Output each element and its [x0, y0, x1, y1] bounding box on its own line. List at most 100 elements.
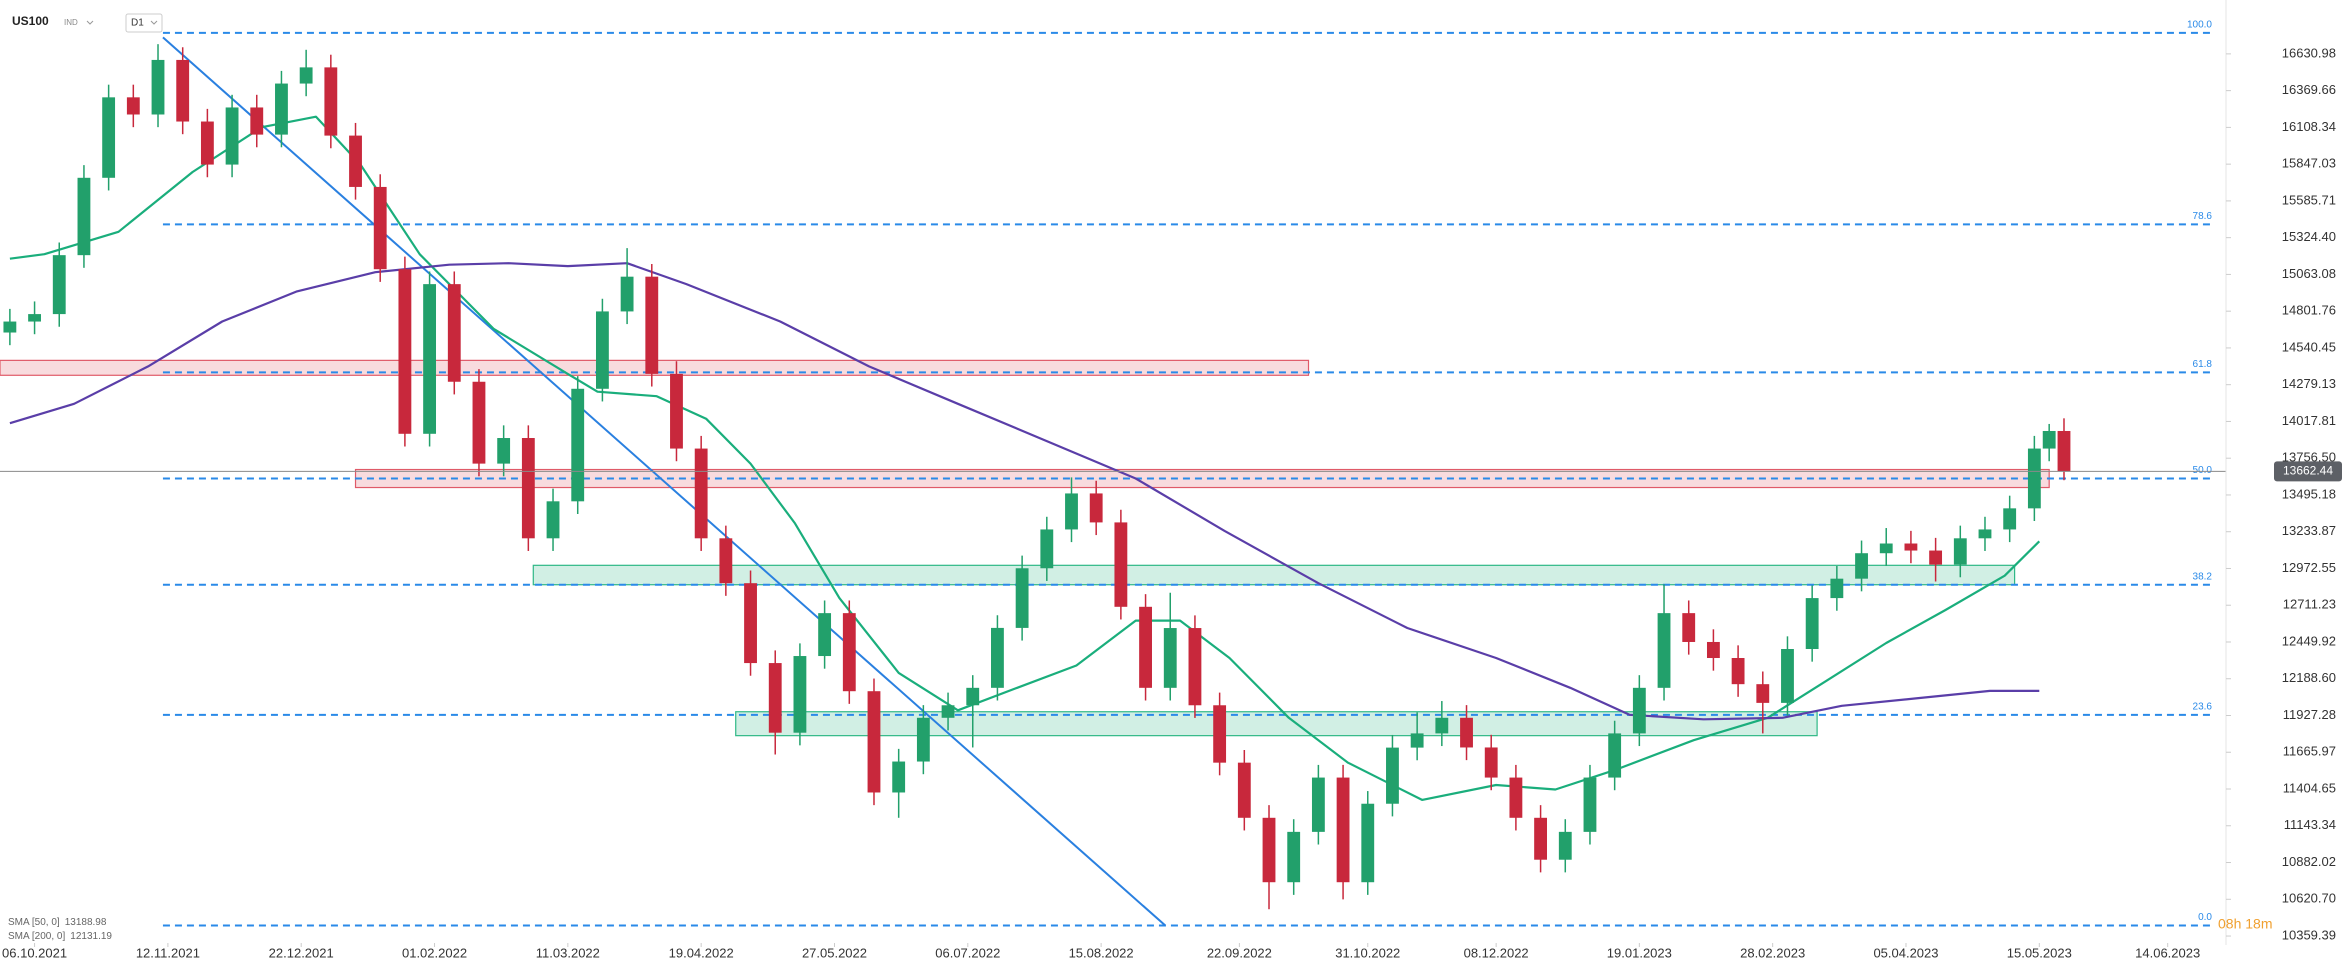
candle-body: [1558, 831, 1572, 860]
x-tick-label: 05.04.2023: [1873, 945, 1938, 960]
indicator-name: SMA [200, 0]: [8, 931, 65, 942]
timeframe-box[interactable]: [125, 13, 163, 33]
candle-body: [1756, 684, 1770, 703]
y-tick-label: 10620.70: [2282, 891, 2336, 906]
candle-body: [52, 255, 66, 315]
y-tick-label: 13233.87: [2282, 523, 2336, 538]
timeframe[interactable]: D1: [131, 18, 144, 29]
candle-body: [1139, 606, 1152, 688]
candle-body: [546, 501, 560, 539]
candle-body: [1114, 522, 1128, 607]
y-tick-label: 15324.40: [2282, 229, 2336, 244]
candle-body: [423, 284, 437, 434]
candle-body: [2057, 430, 2071, 472]
candle-body: [1781, 649, 1794, 703]
candle-body: [941, 705, 955, 718]
y-tick-label: 15585.71: [2282, 192, 2336, 207]
last-price-box: [2274, 461, 2342, 482]
candle-body: [842, 613, 856, 692]
x-tick-label: 19.01.2023: [1607, 945, 1672, 960]
y-tick-label: 14017.81: [2282, 413, 2336, 428]
candle-body: [1336, 777, 1350, 883]
candle-body: [719, 538, 733, 584]
indicator-legend[interactable]: SMA [50, 0] 13188.98: [8, 917, 107, 928]
fib-label: 50.0: [2193, 465, 2213, 476]
candle-body: [3, 321, 17, 333]
dropdown-icon[interactable]: [150, 20, 158, 25]
candle-body: [1904, 543, 1918, 551]
y-tick-label: 12188.60: [2282, 670, 2336, 685]
candle-body: [1460, 717, 1473, 748]
candle-body: [398, 269, 412, 434]
market: IND: [64, 18, 78, 27]
candle-body: [472, 381, 486, 464]
x-tick-label: 28.02.2023: [1740, 945, 1805, 960]
candle-body: [324, 67, 338, 136]
candle-body: [1706, 641, 1720, 659]
dropdown-icon[interactable]: [86, 20, 94, 25]
candle-body: [1287, 831, 1301, 883]
x-tick-label: 31.10.2022: [1335, 945, 1400, 960]
candle-body: [1435, 717, 1449, 734]
candle-body: [1879, 543, 1893, 554]
candle-body: [1805, 598, 1819, 650]
candle-body: [1953, 538, 1967, 565]
y-tick-label: 13756.50: [2282, 450, 2336, 465]
fib-label: 100.0: [2187, 20, 2212, 31]
candle-body: [2042, 430, 2056, 449]
x-tick-label: 22.09.2022: [1207, 945, 1272, 960]
candle-body: [1311, 777, 1325, 832]
y-tick-label: 12449.92: [2282, 633, 2336, 648]
candle-body: [521, 438, 535, 539]
candle-body: [768, 663, 782, 733]
candle-body: [28, 314, 41, 322]
indicator-value: 13188.98: [65, 917, 107, 928]
candle-body: [275, 83, 288, 135]
y-tick-label: 12972.55: [2282, 560, 2336, 575]
fib-label: 78.6: [2193, 211, 2213, 222]
candle-body: [867, 691, 881, 793]
candle-body: [1534, 817, 1548, 860]
x-tick-label: 19.04.2022: [669, 945, 734, 960]
symbol[interactable]: US100: [12, 14, 49, 28]
y-tick-label: 10882.02: [2282, 854, 2336, 869]
y-tick-label: 15063.08: [2282, 266, 2336, 281]
candle-body: [1830, 578, 1844, 599]
candle-body: [200, 121, 214, 165]
candle-body: [991, 627, 1004, 688]
x-tick-label: 15.08.2022: [1069, 945, 1134, 960]
sma-line: [9, 262, 2040, 721]
candle-body: [966, 687, 980, 706]
indicator-name: SMA [50, 0]: [8, 917, 60, 928]
candle-body: [1855, 553, 1868, 579]
candle-body: [102, 97, 116, 178]
y-tick-label: 12711.23: [2283, 597, 2336, 612]
candle-body: [497, 438, 511, 464]
plot-area: 100.0 78.6 61.8 50.0 38.2 23.6 0.0: [0, 20, 2226, 927]
trendline: [162, 36, 1166, 927]
x-tick-label: 12.11.2021: [136, 945, 200, 960]
x-tick-label: 22.12.2021: [269, 945, 334, 960]
candle-body: [2027, 448, 2041, 509]
indicator-legend[interactable]: SMA [200, 0] 12131.19: [8, 931, 112, 942]
candle-body: [349, 135, 362, 187]
candle-body: [892, 761, 906, 793]
x-tick-label: 06.07.2022: [935, 945, 1000, 960]
candle-body: [1632, 687, 1646, 734]
fib-label: 23.6: [2193, 701, 2213, 712]
candle-body: [1163, 628, 1177, 688]
candle-body: [151, 59, 165, 115]
x-tick-label: 15.05.2023: [2007, 945, 2072, 960]
y-tick-label: 11143.34: [2284, 817, 2336, 832]
candle-body: [670, 373, 683, 449]
candle-body: [694, 448, 708, 539]
candle-body: [1386, 747, 1399, 804]
candle-body: [1608, 733, 1622, 778]
candle-body: [1484, 747, 1498, 778]
candle-body: [818, 613, 832, 657]
candle-body: [250, 107, 264, 135]
candle-body: [645, 276, 659, 374]
y-tick-label: 11927.28: [2283, 707, 2336, 722]
